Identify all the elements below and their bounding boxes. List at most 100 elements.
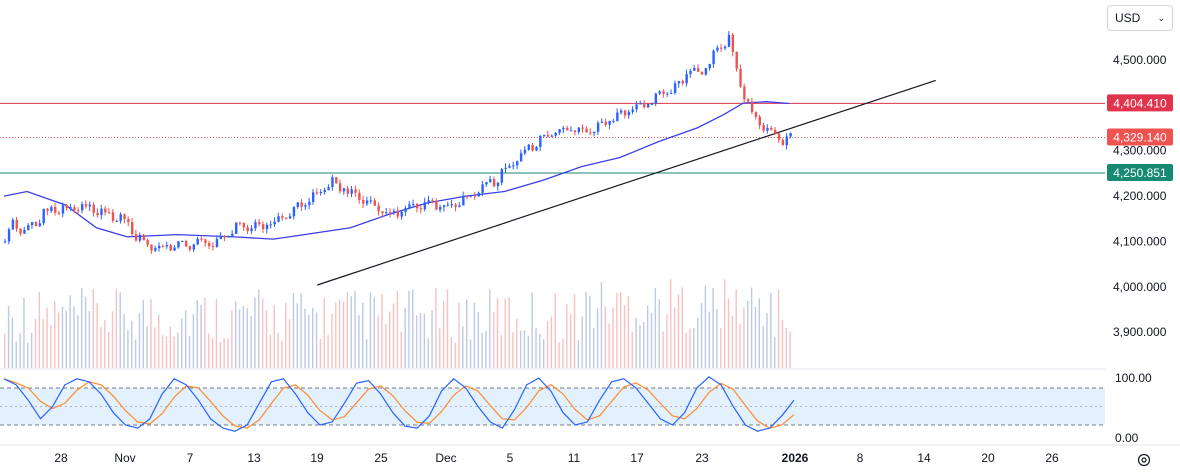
- candle-body: [720, 47, 723, 49]
- candle-body: [150, 244, 153, 251]
- candle-body: [396, 210, 400, 217]
- candle-body: [446, 204, 450, 206]
- volume-bar: [473, 302, 476, 368]
- volume-bar: [154, 327, 156, 368]
- candle-body: [569, 130, 573, 132]
- candle-body: [577, 127, 581, 133]
- volume-bar: [292, 292, 295, 368]
- volume-bar: [681, 287, 683, 368]
- candle-body: [519, 153, 523, 162]
- volume-bar: [277, 332, 279, 368]
- currency-select[interactable]: USD ⌄: [1107, 5, 1173, 31]
- candle-body: [235, 222, 238, 234]
- candle-body: [777, 133, 781, 140]
- volume-bar: [492, 311, 495, 368]
- volume-bar: [61, 306, 64, 368]
- candle-body: [431, 200, 434, 202]
- volume-bar: [84, 296, 87, 368]
- volume-bar: [100, 327, 102, 368]
- candle-body: [527, 144, 530, 150]
- price-tick-label: 4,500.000: [1113, 53, 1167, 67]
- candle-body: [554, 132, 557, 136]
- volume-bar: [650, 312, 653, 368]
- candle-body: [227, 235, 230, 238]
- settings-button[interactable]: [1133, 449, 1155, 471]
- candle-body: [331, 177, 334, 188]
- volume-bar: [546, 321, 549, 368]
- volume-bar: [88, 311, 91, 368]
- candle-body: [84, 204, 88, 207]
- time-tick-label: 2026: [782, 451, 809, 465]
- candle-body: [23, 229, 26, 234]
- candle-body: [342, 188, 346, 192]
- candle-body: [134, 234, 138, 241]
- volume-bar: [223, 338, 225, 368]
- time-tick-label: 19: [310, 451, 324, 465]
- candle-body: [670, 93, 673, 95]
- volume-bar: [466, 299, 468, 368]
- volume-bar: [38, 292, 41, 368]
- volume-bar: [658, 299, 660, 368]
- candle-body: [250, 228, 253, 232]
- moving-average-line: [3, 101, 790, 240]
- price-tick-label: 4,200.000: [1113, 189, 1167, 203]
- volume-bar: [608, 323, 610, 368]
- candle-body: [111, 212, 115, 221]
- volume-bar: [42, 319, 44, 368]
- time-tick-label: 14: [917, 451, 931, 465]
- price-label-badge: [1107, 163, 1173, 181]
- candle-body: [735, 51, 738, 69]
- price-label-badge: [1107, 94, 1173, 112]
- candle-body: [146, 240, 149, 245]
- candle-body: [489, 179, 492, 183]
- candle-body: [639, 102, 642, 105]
- candle-body: [73, 207, 76, 211]
- candle-body: [204, 239, 207, 244]
- volume-bar: [254, 297, 256, 368]
- volume-bar: [454, 342, 456, 368]
- candle-body: [566, 127, 569, 131]
- volume-bar: [27, 342, 29, 368]
- volume-bar: [600, 282, 603, 368]
- volume-bar: [562, 338, 564, 368]
- volume-bar: [631, 331, 633, 368]
- volume-bar: [662, 331, 664, 368]
- volume-bar: [627, 295, 630, 368]
- candle-body: [200, 238, 203, 240]
- candle-body: [558, 129, 561, 133]
- candle-body: [69, 207, 72, 209]
- candle-body: [631, 109, 634, 112]
- volume-bar: [235, 301, 237, 368]
- oscillator-tick-label: 0.00: [1115, 431, 1139, 445]
- candle-body: [88, 204, 92, 207]
- volume-bar: [469, 339, 472, 368]
- candle-body: [381, 211, 384, 213]
- candle-body: [739, 68, 742, 87]
- candle-body: [165, 245, 169, 247]
- volume-bar: [754, 306, 757, 368]
- candle-body: [508, 165, 511, 168]
- candle-body: [600, 121, 604, 123]
- candle-body: [173, 247, 176, 251]
- volume-bar: [723, 279, 726, 368]
- volume-bar: [785, 328, 787, 368]
- candle-body: [119, 214, 122, 221]
- candle-body: [469, 195, 473, 197]
- candle-body: [154, 248, 157, 251]
- volume-bar: [392, 303, 395, 368]
- candle-body: [543, 135, 546, 137]
- candle-body: [261, 224, 265, 230]
- volume-bar: [673, 307, 676, 368]
- volume-bar: [439, 328, 441, 368]
- candle-body: [620, 110, 623, 113]
- candle-body: [389, 212, 392, 214]
- time-tick-label: 25: [374, 451, 388, 465]
- candle-body: [750, 101, 754, 113]
- candle-body: [731, 34, 735, 52]
- volume-bar: [304, 308, 306, 368]
- candle-body: [377, 205, 380, 212]
- volume-bar: [331, 313, 333, 368]
- candle-body: [646, 104, 650, 108]
- candle-body: [531, 144, 534, 151]
